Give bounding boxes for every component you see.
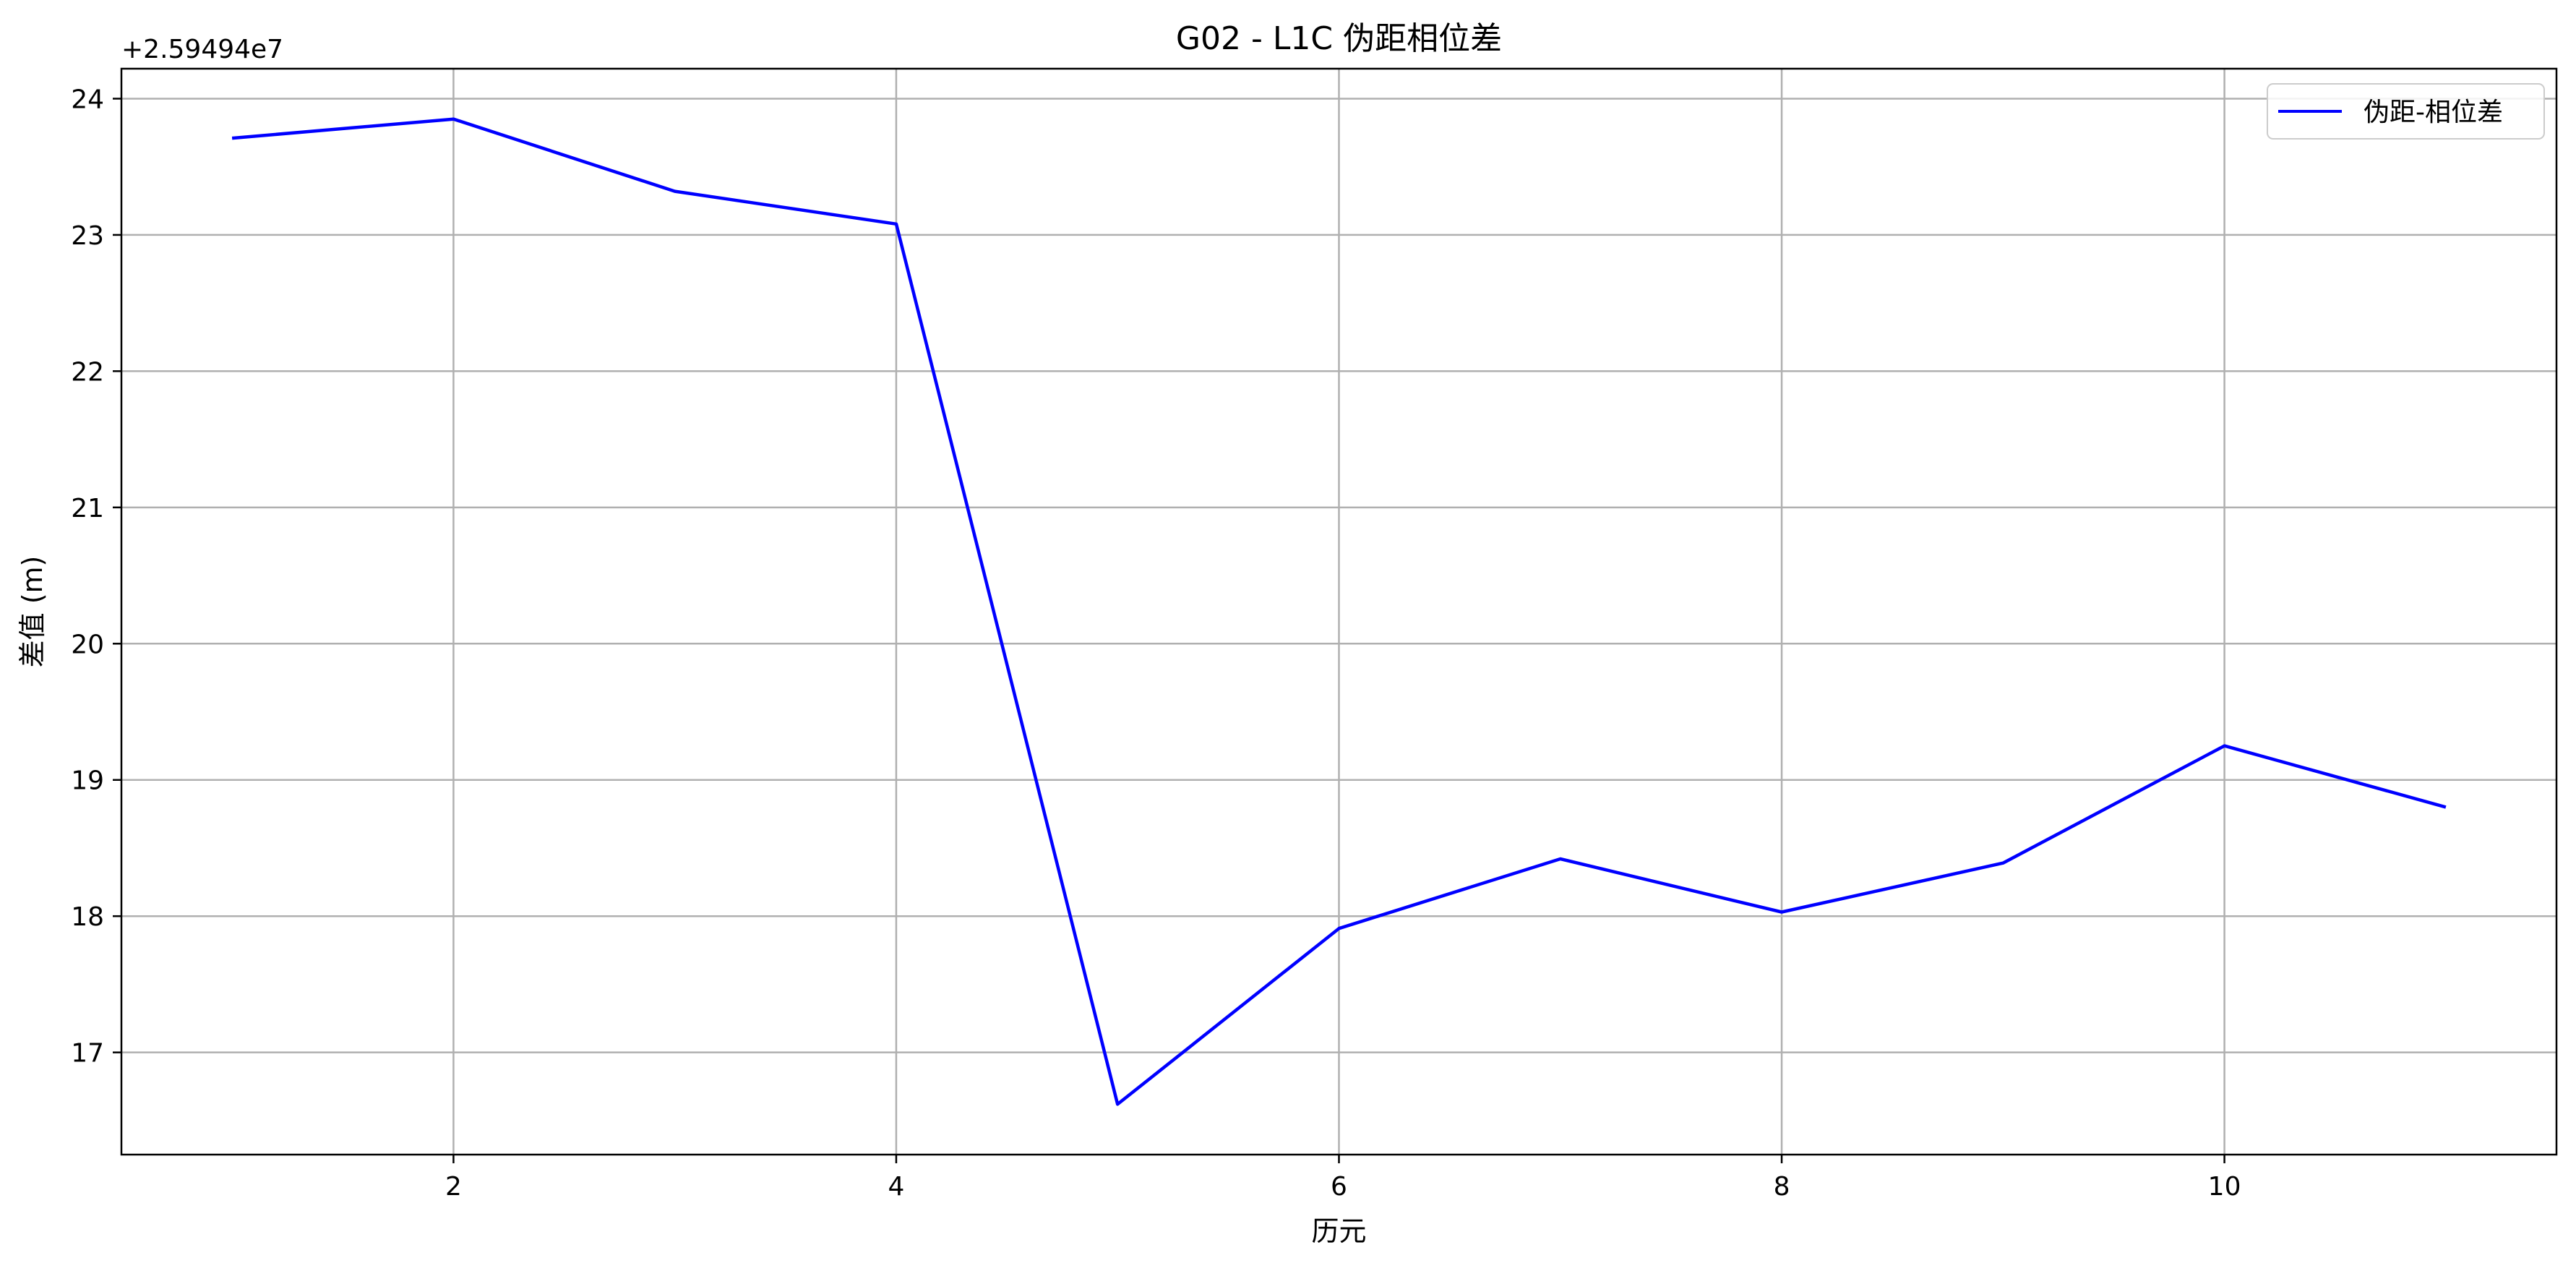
y-axis-label: 差值 (m) [17, 556, 48, 668]
grid-lines [121, 69, 2556, 1155]
x-axis: 2 4 6 8 10 [445, 1155, 2241, 1202]
y-tick-label: 18 [71, 902, 104, 932]
y-axis-offset-label: +2.59494e7 [121, 35, 283, 64]
y-tick-label: 22 [71, 357, 104, 387]
series-line [231, 117, 2447, 1106]
x-tick-label: 6 [1331, 1172, 1347, 1202]
legend: 伪距-相位差 [2267, 83, 2545, 140]
x-tick-label: 2 [445, 1172, 462, 1202]
y-tick-label: 21 [71, 494, 104, 523]
y-tick-label: 17 [71, 1039, 104, 1069]
x-tick-label: 4 [888, 1172, 905, 1202]
legend-label: 伪距-相位差 [2364, 98, 2503, 127]
y-tick-label: 23 [71, 221, 104, 251]
chart-title: G02 - L1C 伪距相位差 [1176, 20, 1502, 57]
y-tick-label: 19 [71, 766, 104, 796]
x-axis-label: 历元 [1311, 1215, 1366, 1247]
series-layer [231, 117, 2447, 1106]
legend-box [2267, 83, 2545, 140]
y-axis: 17 18 19 20 21 22 23 24 [71, 85, 121, 1069]
y-tick-label: 24 [71, 85, 104, 114]
x-tick-label: 8 [1774, 1172, 1790, 1202]
x-tick-label: 10 [2208, 1172, 2241, 1202]
y-tick-label: 20 [71, 630, 104, 659]
